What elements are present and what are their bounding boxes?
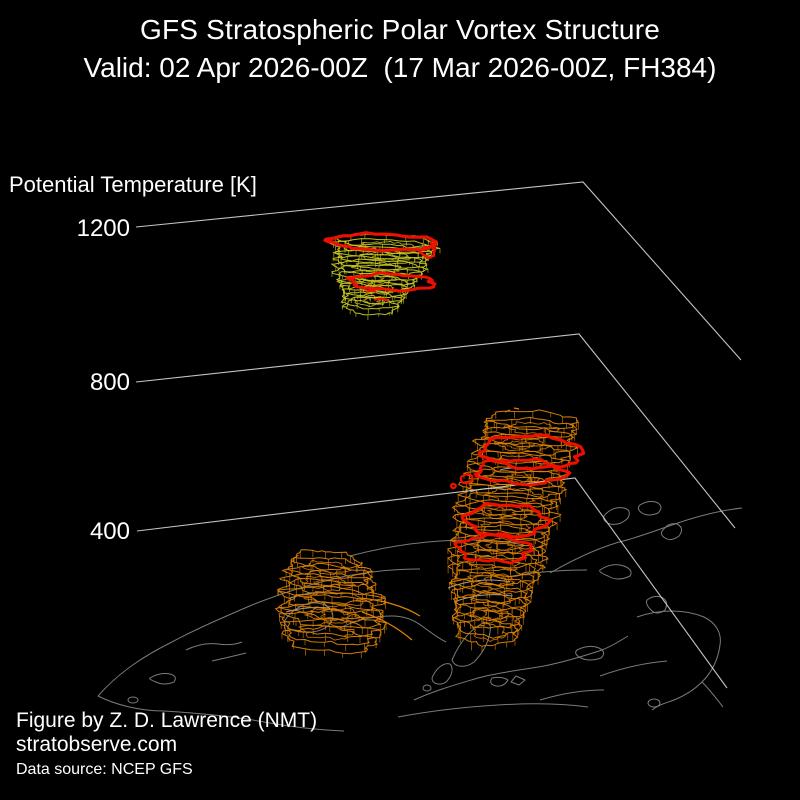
credit-author: Figure by Z. D. Lawrence (NMT) <box>16 709 318 732</box>
figure-subtitle: Valid: 02 Apr 2026-00Z (17 Mar 2026-00Z,… <box>83 52 717 83</box>
vortex-secondary <box>274 549 387 659</box>
z-axis-lines <box>135 181 742 689</box>
credit-datasource: Data source: NCEP GFS <box>16 761 193 778</box>
z-axis-label: Potential Temperature [K] <box>9 172 257 197</box>
vortex-edge-red-contours <box>323 231 586 565</box>
map-coastlines <box>97 467 743 732</box>
figure-title: GFS Stratospheric Polar Vortex Structure <box>140 14 660 45</box>
credit-website: stratobserve.com <box>16 733 178 756</box>
vortex-upper <box>328 233 441 320</box>
vortex-fragments <box>359 407 520 641</box>
z-tick-800: 800 <box>89 369 130 396</box>
vortex-main <box>446 409 580 652</box>
z-tick-1200: 1200 <box>76 215 130 242</box>
z-tick-400: 400 <box>89 518 130 545</box>
